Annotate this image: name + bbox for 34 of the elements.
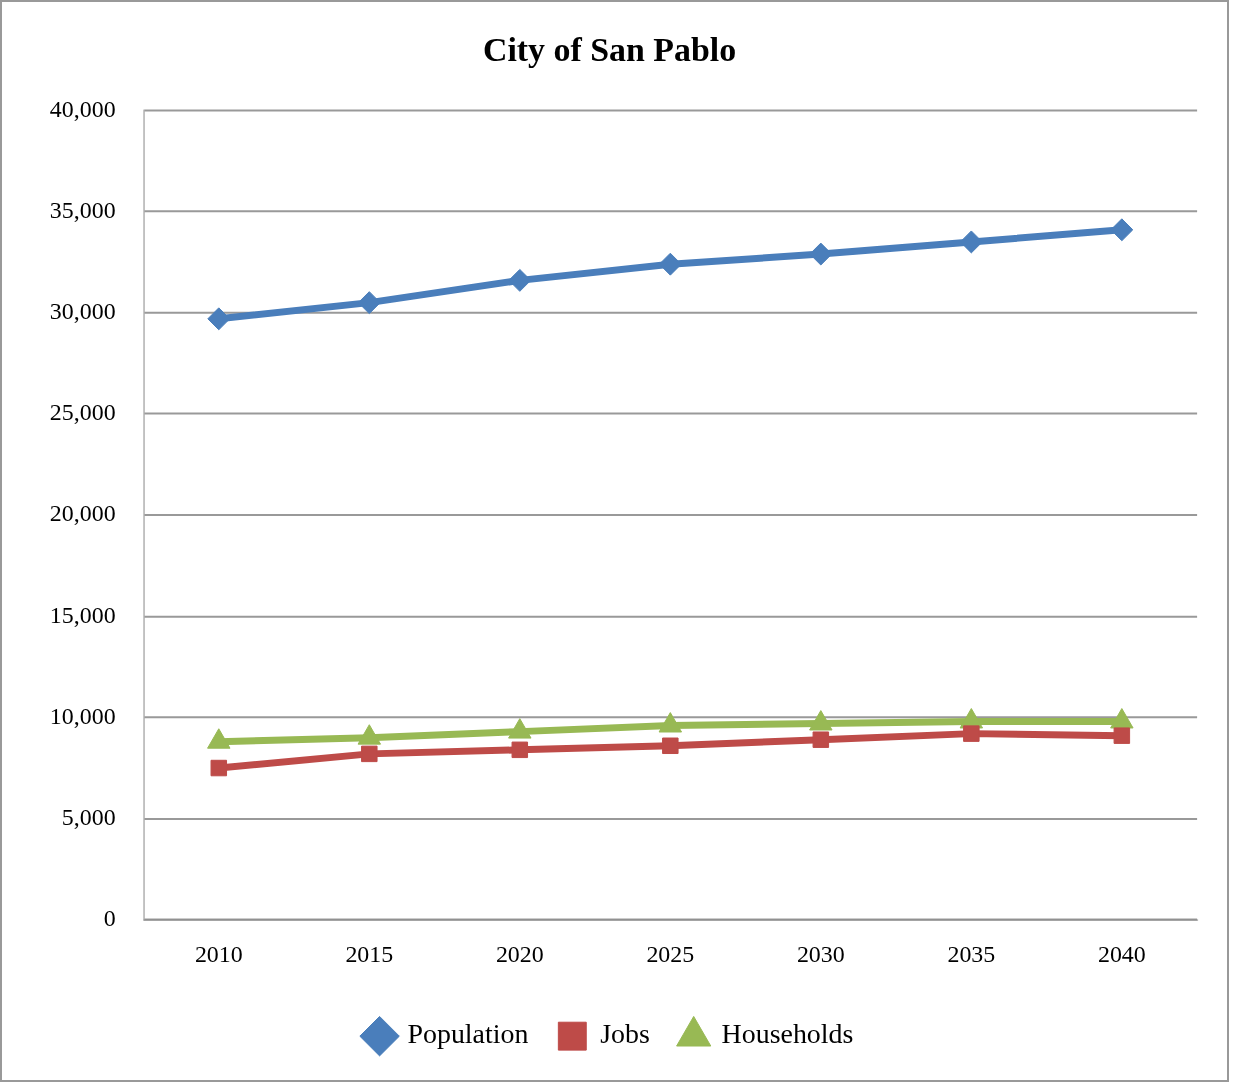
chart-title: City of San Pablo [482, 30, 737, 68]
y-tick-label: 15,000 [49, 601, 116, 628]
x-tick-label: 2020 [495, 941, 544, 968]
y-tick-label: 20,000 [49, 500, 116, 527]
x-tick-label: 2030 [796, 941, 845, 968]
point [361, 745, 378, 763]
y-tick-label: 40,000 [49, 95, 116, 122]
point [662, 737, 679, 755]
y-tick-label: 0 [103, 905, 116, 932]
y-tick-label: 30,000 [49, 298, 116, 325]
point [963, 725, 980, 742]
legend-label: Population [407, 1018, 529, 1050]
point [207, 307, 231, 331]
point [511, 741, 529, 759]
x-tick-label: 2015 [345, 941, 394, 968]
point [809, 242, 833, 266]
legend-label: Jobs [600, 1018, 650, 1050]
point [1113, 727, 1131, 744]
y-tick-label: 25,000 [49, 399, 116, 426]
y-tick-label: 5,000 [61, 803, 116, 830]
point [508, 268, 532, 292]
point [357, 291, 381, 315]
point [658, 252, 682, 276]
point [959, 230, 983, 254]
y-tick-label: 35,000 [49, 196, 116, 223]
x-tick-label: 2010 [194, 941, 243, 968]
x-tick-label: 2035 [947, 941, 996, 968]
point [1110, 218, 1134, 242]
x-tick-label: 2040 [1097, 941, 1146, 968]
x-tick-label: 2025 [646, 941, 695, 968]
y-tick-label: 10,000 [49, 702, 116, 729]
legend-label: Households [721, 1018, 854, 1050]
point [210, 759, 228, 777]
point [812, 731, 830, 748]
